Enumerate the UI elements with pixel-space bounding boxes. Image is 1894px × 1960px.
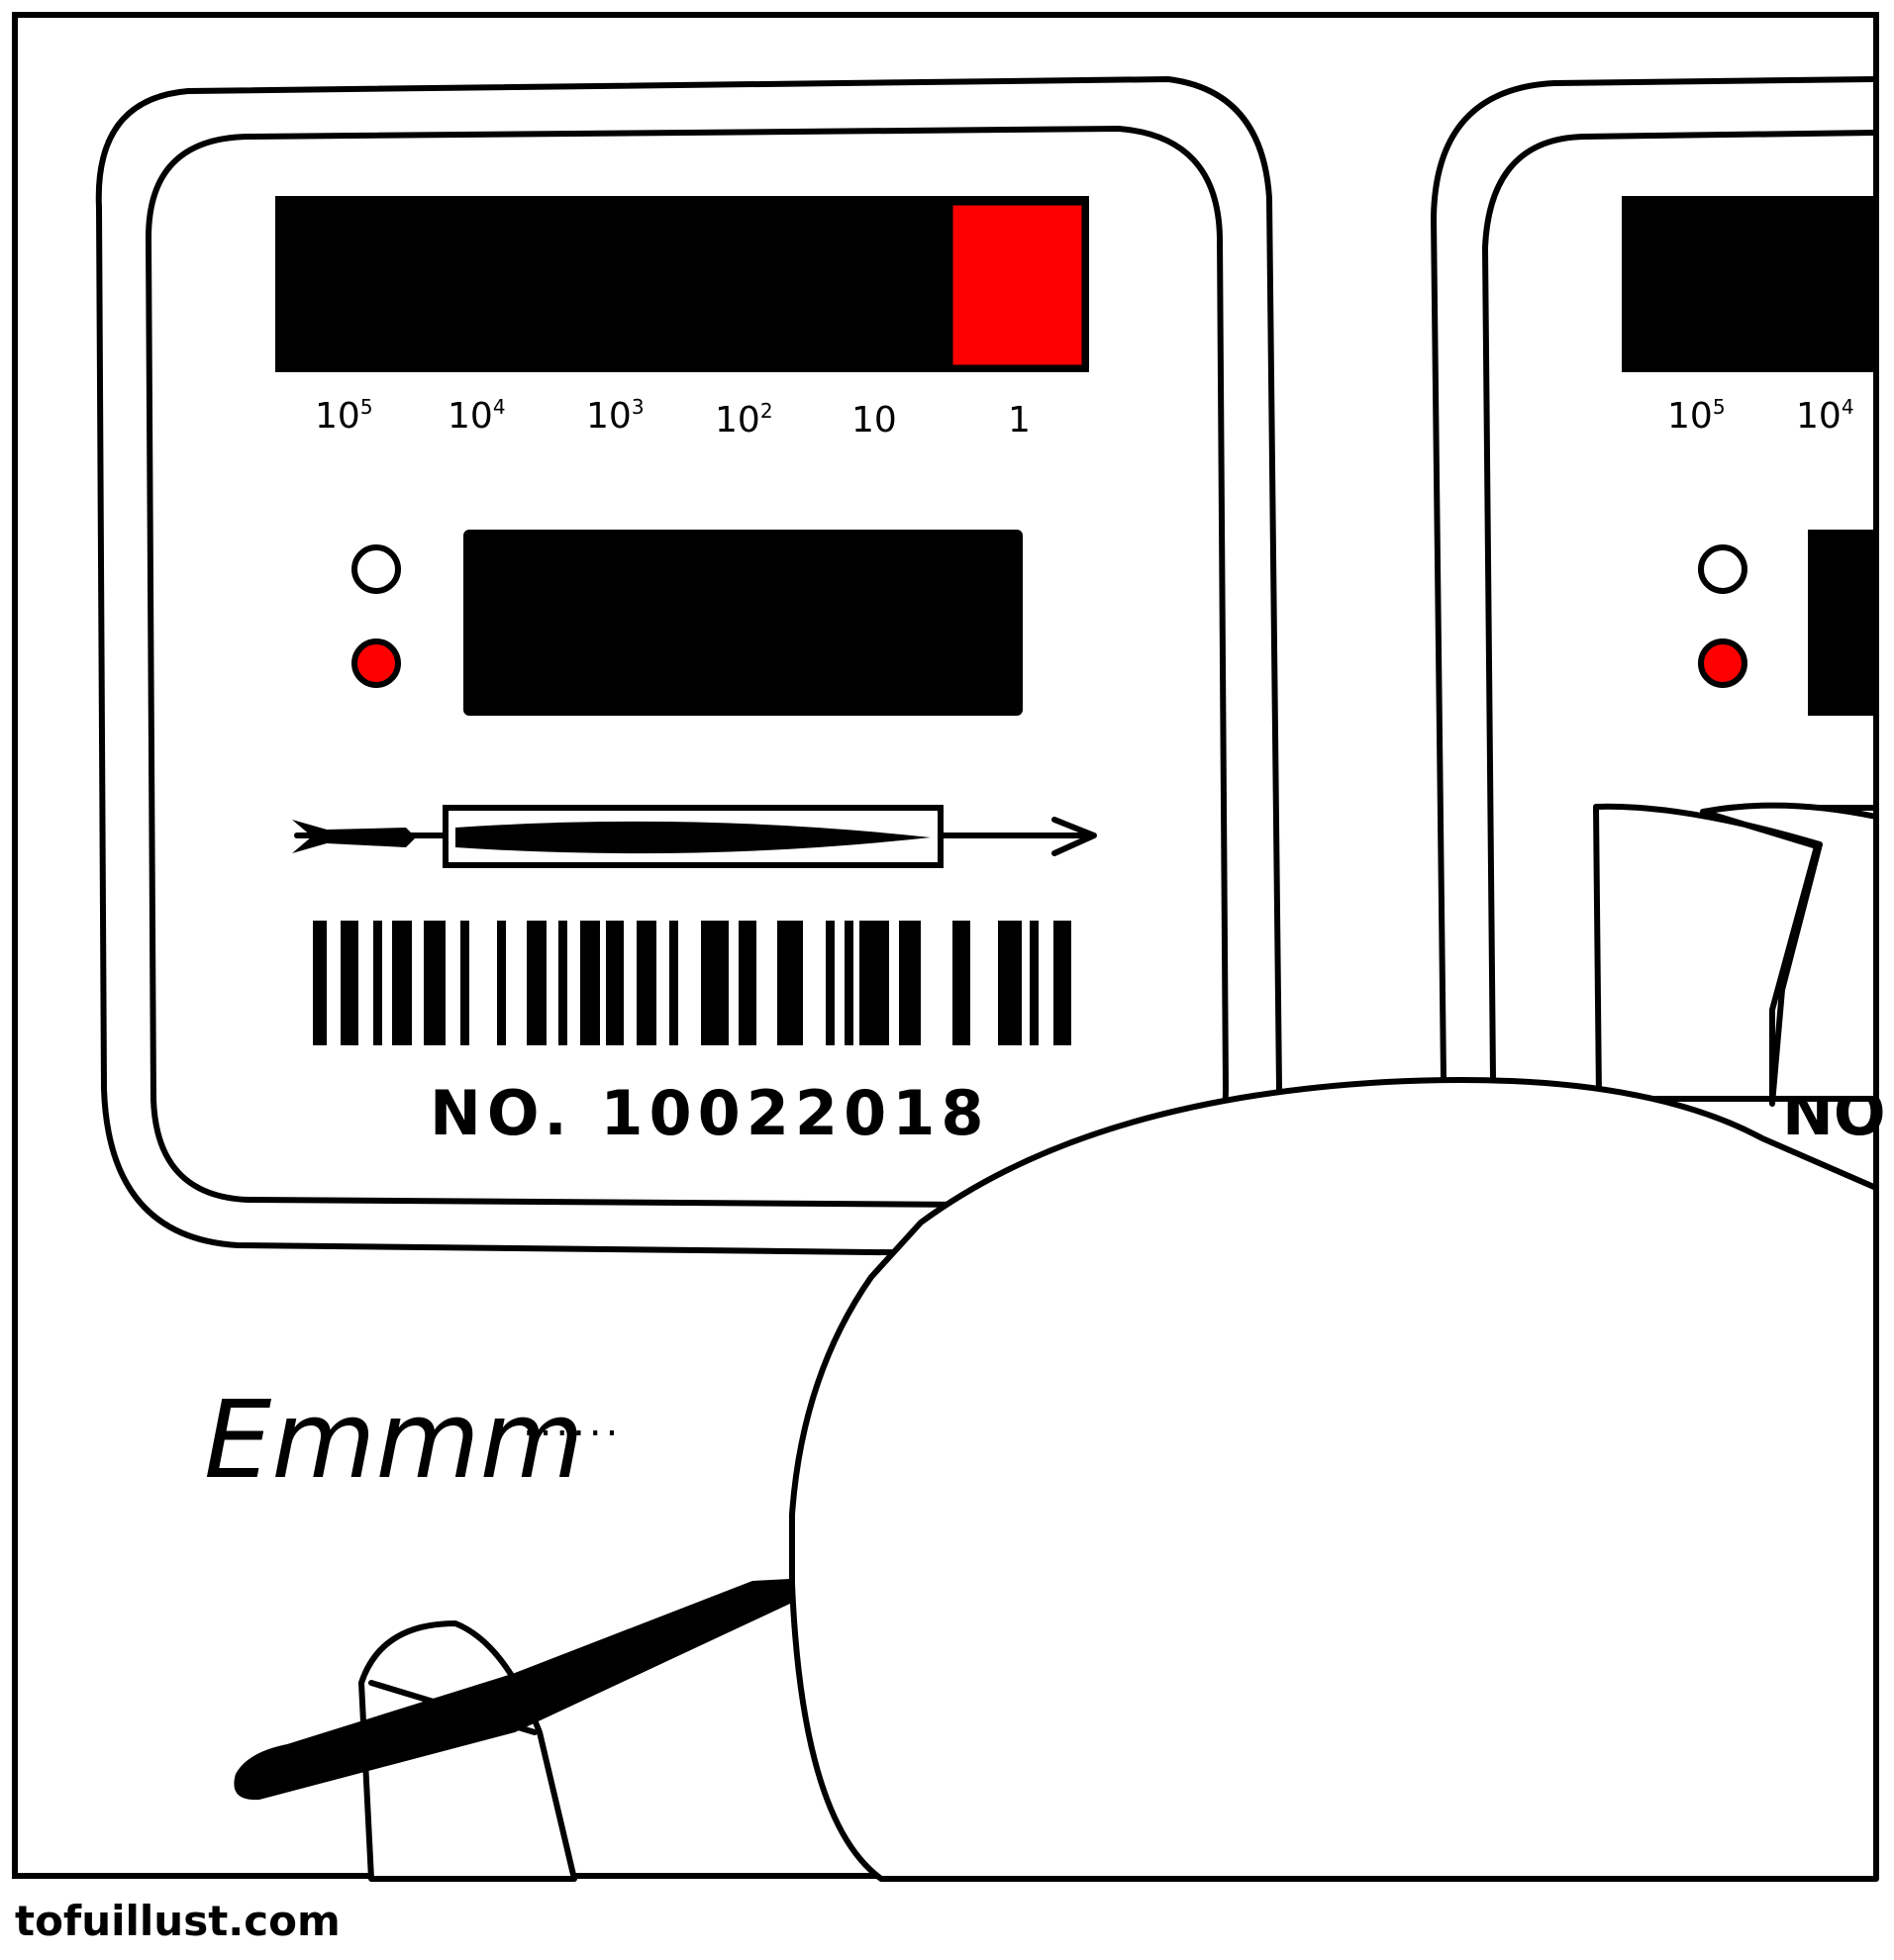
scale-label: 105 bbox=[1667, 395, 1726, 437]
electric-meter-main: 105 104 103 102 10 1 bbox=[95, 76, 1282, 1258]
character-raised-arm bbox=[1593, 802, 1879, 1107]
indicator-light-off bbox=[1698, 544, 1747, 594]
credit-watermark: tofuillust.com bbox=[15, 1897, 341, 1945]
scale-label: 104 bbox=[448, 395, 506, 437]
meter-serial-number: NO. 10022018 bbox=[430, 1077, 990, 1149]
meter-partial-outer-frame bbox=[1431, 76, 1877, 1082]
speech-trailing-dots: ...... bbox=[523, 1400, 622, 1445]
scale-label: 105 bbox=[315, 395, 373, 437]
indicator-light-off bbox=[351, 544, 401, 594]
scale-label: 10 bbox=[851, 400, 897, 441]
character-body bbox=[789, 1076, 1879, 1882]
scale-label: 102 bbox=[715, 399, 773, 441]
indicator-light-on bbox=[351, 638, 401, 688]
counter-scale-labels: 105 104 103 102 10 1 bbox=[315, 395, 1031, 441]
scale-label: 103 bbox=[586, 395, 645, 437]
character bbox=[234, 802, 1879, 1882]
counter-red-digit bbox=[947, 200, 1087, 370]
scale-label: 104 bbox=[1796, 395, 1854, 437]
indicator-light-on bbox=[1698, 638, 1747, 688]
pen-icon bbox=[234, 1579, 790, 1801]
meter-partial-inner-frame bbox=[1482, 130, 1877, 1082]
counter-display-partial bbox=[1622, 196, 1876, 372]
lcd-screen bbox=[463, 530, 1023, 716]
speech-text: Emmm bbox=[204, 1379, 584, 1503]
barcode bbox=[313, 921, 1071, 1045]
lcd-screen-partial bbox=[1808, 530, 1876, 716]
scale-label: 1 bbox=[1008, 400, 1031, 441]
meter-inner-frame bbox=[146, 126, 1229, 1209]
rotation-arrow bbox=[292, 805, 1097, 868]
